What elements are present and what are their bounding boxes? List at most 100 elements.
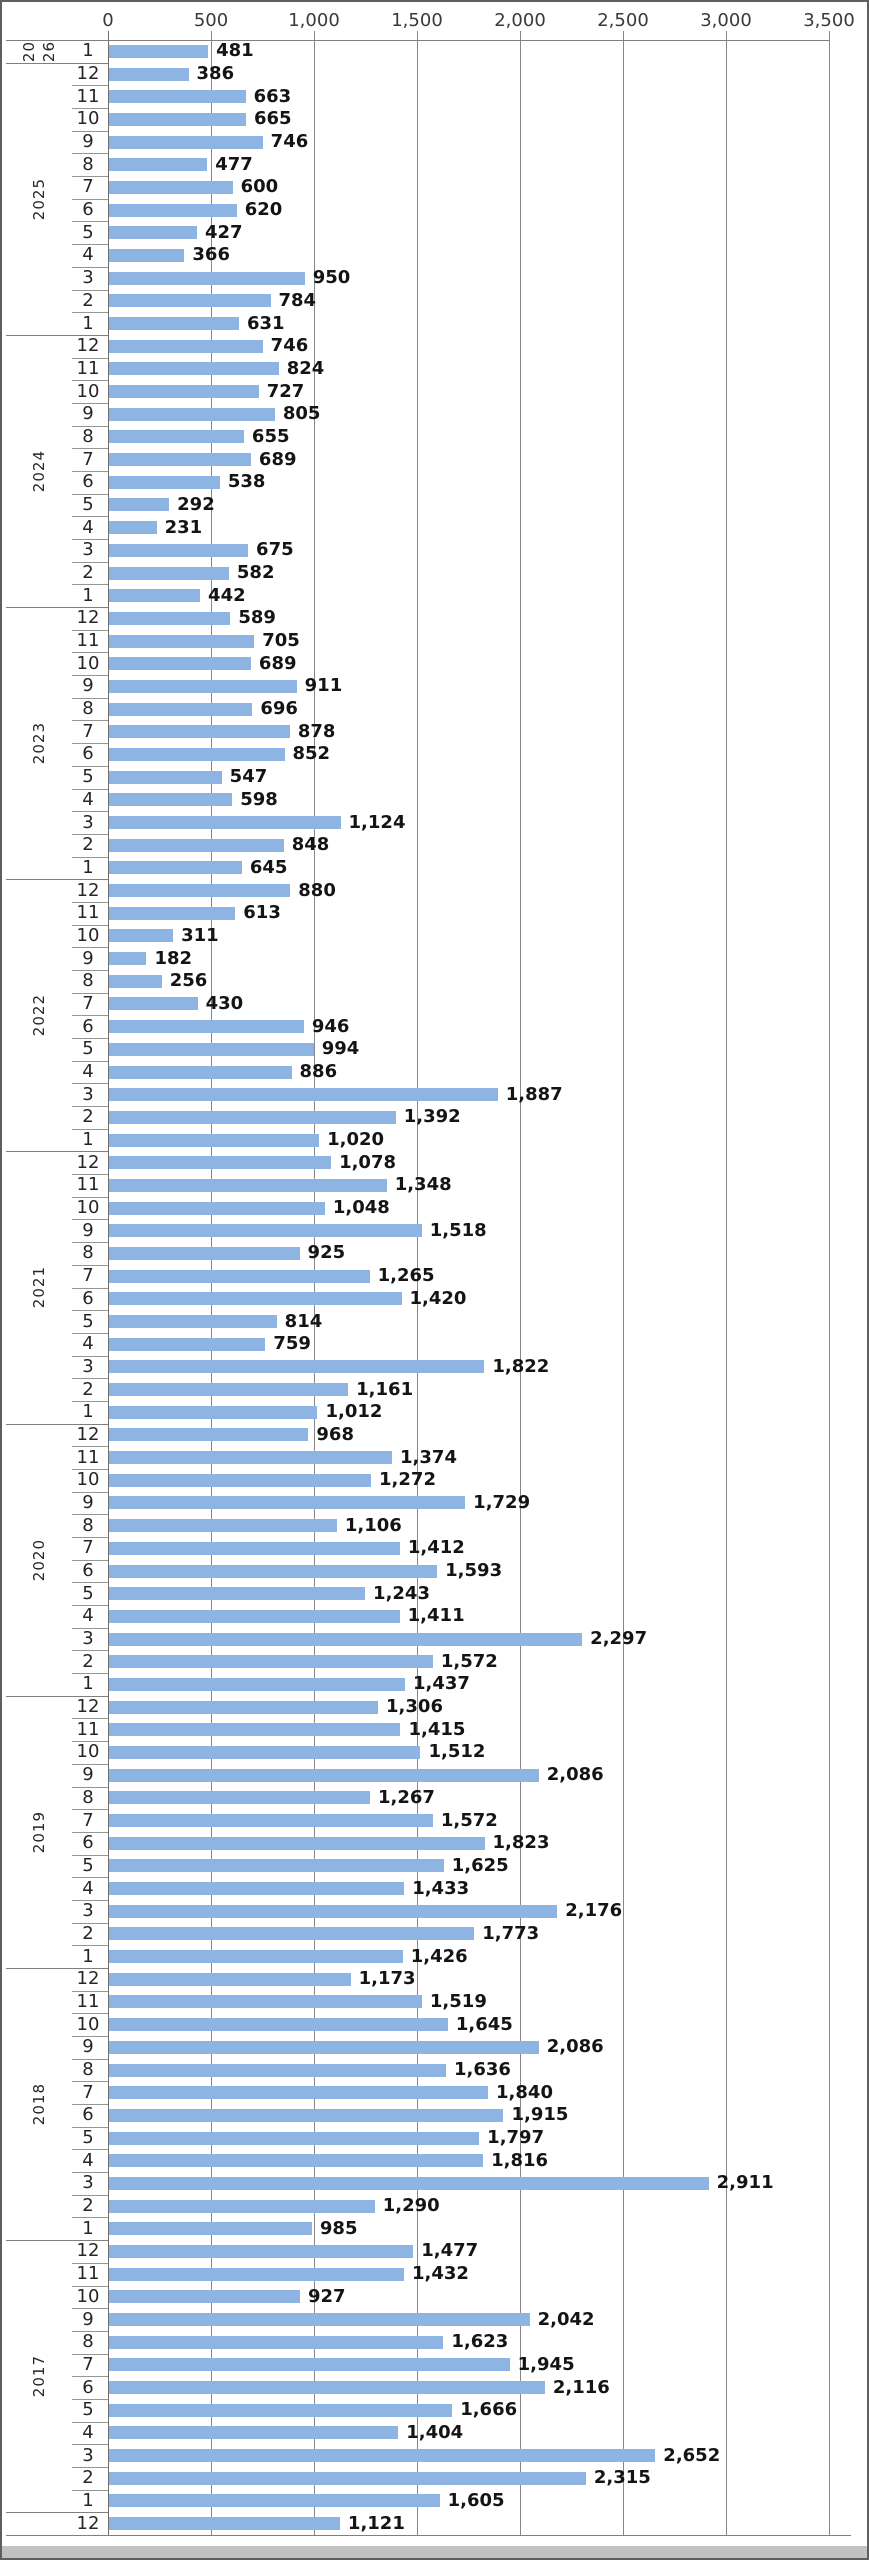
month-axis-label: 3	[82, 1355, 94, 1377]
month-tick-line	[72, 1537, 108, 1538]
bar-value-label: 1,020	[327, 1129, 385, 1151]
bar-value-label: 1,412	[407, 1537, 465, 1559]
month-axis-label: 6	[82, 2104, 94, 2126]
month-tick-line	[72, 1741, 108, 1743]
bar	[109, 2154, 484, 2168]
month-tick-line	[72, 1106, 108, 1108]
bar	[109, 90, 246, 104]
bar-value-label: 1,243	[373, 1582, 430, 1604]
bar	[109, 2199, 375, 2213]
x-axis-tick-label: 1,000	[288, 10, 340, 31]
month-axis-label: 12	[76, 1696, 100, 1718]
bar	[109, 317, 239, 331]
bar-value-label: 665	[253, 108, 292, 130]
bar	[109, 679, 297, 693]
month-axis-label: 2	[82, 289, 94, 311]
bar	[109, 498, 170, 512]
bar-value-label: 1,887	[505, 1083, 563, 1105]
year-group-separator	[6, 1967, 108, 1969]
month-tick-line	[72, 992, 108, 994]
bar-value-label: 655	[251, 426, 290, 448]
month-axis-label: 12	[76, 63, 100, 85]
bar-value-label: 663	[253, 85, 292, 107]
month-tick-line	[72, 1015, 108, 1017]
bar-value-label: 256	[169, 970, 208, 992]
bar	[109, 1315, 277, 1329]
bar	[109, 362, 279, 376]
month-tick-line	[72, 697, 108, 699]
year-axis-label: 20 26	[6, 40, 72, 63]
bar-value-label: 950	[312, 267, 351, 289]
bar-value-label: 1,267	[378, 1786, 435, 1808]
bar	[109, 1745, 421, 1759]
month-axis-label: 7	[82, 1809, 94, 1831]
bar	[109, 1042, 314, 1056]
year-axis-label-segment: 2021	[30, 1266, 48, 1309]
month-tick-line	[72, 2081, 108, 2083]
month-tick-line	[72, 2421, 108, 2423]
month-axis-label: 1	[82, 2217, 94, 2239]
bar-value-label: 985	[319, 2217, 358, 2239]
bar	[109, 1700, 379, 1714]
plot-border	[6, 40, 829, 41]
month-axis-label: 9	[82, 403, 94, 425]
month-tick-line	[72, 1809, 108, 1811]
bar-value-label: 968	[316, 1424, 354, 1446]
month-axis-label: 10	[76, 2285, 100, 2307]
month-tick-line	[72, 901, 108, 903]
year-axis-label-segment: 2020	[30, 1538, 48, 1581]
bar	[109, 1927, 475, 1941]
month-tick-line	[72, 1899, 108, 1901]
month-axis-label: 4	[82, 244, 94, 266]
month-axis-label: 8	[82, 2331, 94, 2353]
bar-value-label: 2,086	[546, 2036, 604, 2058]
bar	[109, 430, 244, 444]
month-axis-label: 1	[82, 856, 94, 878]
month-axis-label: 7	[82, 1265, 94, 1287]
bar	[109, 1246, 300, 1260]
bar	[109, 1632, 583, 1646]
bar	[109, 1836, 485, 1850]
bar	[109, 1451, 393, 1465]
bar-value-label: 1,420	[409, 1287, 467, 1309]
month-tick-line	[72, 969, 108, 971]
bar	[109, 294, 271, 308]
month-axis-label: 9	[82, 1492, 94, 1514]
bar	[109, 1904, 558, 1918]
month-tick-line	[72, 108, 108, 110]
month-axis-label: 9	[82, 947, 94, 969]
month-tick-line	[72, 266, 108, 268]
month-tick-line	[72, 1083, 108, 1085]
bar	[109, 1383, 349, 1397]
month-axis-label: 3	[82, 2444, 94, 2466]
bar	[109, 1292, 402, 1306]
bar	[109, 475, 220, 489]
month-tick-line	[72, 1310, 108, 1312]
gridline	[417, 31, 418, 2535]
bar	[109, 1020, 304, 1034]
month-tick-line	[72, 561, 108, 563]
month-axis-label: 10	[76, 1741, 100, 1763]
month-tick-line	[72, 1582, 108, 1584]
bar	[109, 747, 285, 761]
month-tick-line	[72, 1650, 108, 1652]
x-axis-tick-label: 0	[102, 10, 114, 31]
bar-value-label: 1,374	[400, 1446, 457, 1468]
month-tick-line	[72, 1355, 108, 1357]
bar	[109, 2018, 448, 2032]
year-axis-label: 2021	[6, 1151, 72, 1423]
month-tick-line	[72, 1060, 108, 1062]
bar-value-label: 1,437	[413, 1673, 470, 1695]
month-axis-label: 2	[82, 2195, 94, 2217]
bar	[109, 816, 341, 830]
year-axis-label-segment: 2018	[30, 2082, 48, 2126]
bar	[109, 997, 198, 1011]
month-tick-line	[72, 1605, 108, 1607]
bar	[109, 1972, 351, 1986]
bar-value-label: 2,315	[593, 2467, 651, 2489]
month-axis-label: 11	[76, 85, 100, 107]
bar-value-label: 1,572	[440, 1809, 498, 1831]
gridline	[829, 31, 830, 2535]
bar	[109, 566, 229, 580]
month-axis-label: 1	[82, 584, 94, 606]
